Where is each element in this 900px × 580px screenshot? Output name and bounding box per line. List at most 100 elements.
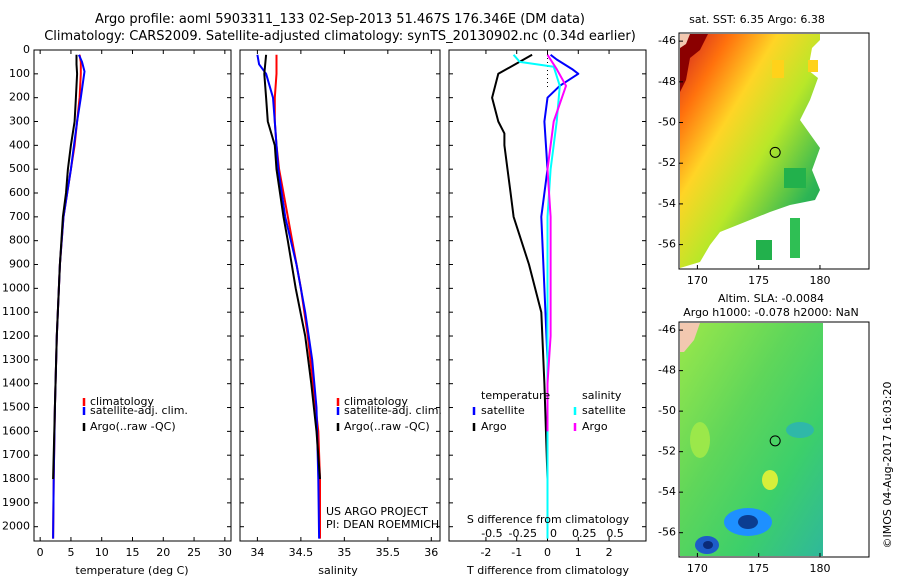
legend-climatology: climatology bbox=[344, 395, 408, 408]
x-tick-label: 30 bbox=[218, 546, 232, 559]
sla-map-axes: 170 175 180 -46 -48 -50 -52 -54 -56 bbox=[658, 323, 830, 575]
x-tick-label: 10 bbox=[95, 546, 109, 559]
y-tick-label: 2000 bbox=[2, 520, 30, 533]
legend-temp-argo: Argo bbox=[481, 420, 507, 433]
x2-tick-label: 0.5 bbox=[606, 527, 624, 540]
x-tick-label: 5 bbox=[67, 546, 74, 559]
x-tick-label: 1 bbox=[575, 546, 582, 559]
salinity-plot-frame bbox=[239, 49, 441, 542]
x2-tick-label: -0.25 bbox=[508, 527, 536, 540]
argo-location-marker bbox=[769, 146, 781, 158]
y-tick-label: 1300 bbox=[2, 353, 30, 366]
salinity-xlabel: salinity bbox=[318, 564, 358, 577]
x-tick-label: 15 bbox=[126, 546, 140, 559]
legend-salinity-title: salinity bbox=[582, 389, 622, 402]
map-y-tick-label: -50 bbox=[658, 404, 676, 417]
legend-climatology: climatology bbox=[90, 395, 154, 408]
y-tick-label: 200 bbox=[9, 91, 30, 104]
salinity-difference-xlabel: S difference from climatology bbox=[467, 513, 630, 526]
x-tick-label: 34 bbox=[250, 546, 264, 559]
series-line-argo-raw-qc- bbox=[263, 54, 321, 480]
x-tick-label: 25 bbox=[187, 546, 201, 559]
y-tick-label: 1700 bbox=[2, 448, 30, 461]
sla-map: Altim. SLA: -0.0084 Argo h1000: -0.078 h… bbox=[658, 292, 870, 575]
map-y-tick-label: -48 bbox=[658, 364, 676, 377]
legend-argo: Argo(..raw -QC) bbox=[344, 420, 430, 433]
map-y-tick-label: -52 bbox=[658, 445, 676, 458]
salinity-y-ticks bbox=[240, 49, 440, 528]
x-tick-label: 34.5 bbox=[289, 546, 314, 559]
series-line-satellite-adj-clim- bbox=[256, 54, 321, 539]
depth-axis: 0 100 200 300 400 500 600 700 800 900 1000 1100 1200… bbox=[2, 43, 231, 533]
sla-field bbox=[680, 323, 823, 556]
sst-field bbox=[680, 34, 820, 268]
sst-map-title: sat. SST: 6.35 Argo: 6.38 bbox=[689, 13, 825, 26]
map-x-tick-label: 180 bbox=[809, 562, 830, 575]
map-x-tick-label: 175 bbox=[748, 274, 769, 287]
y-tick-label: 800 bbox=[9, 234, 30, 247]
sla-map-subtitle: Argo h1000: -0.078 h2000: NaN bbox=[683, 306, 859, 319]
map-y-tick-label: -54 bbox=[658, 197, 676, 210]
map-x-tick-label: 175 bbox=[748, 562, 769, 575]
x-tick-label: -1 bbox=[511, 546, 522, 559]
map-y-tick-label: -56 bbox=[658, 238, 676, 251]
project-annotation: US ARGO PROJECT bbox=[326, 505, 428, 518]
y-tick-label: 700 bbox=[9, 210, 30, 223]
sst-map-axes: 170 175 180 -46 -48 -50 -52 -54 -56 bbox=[658, 34, 830, 287]
x-tick-label: 36 bbox=[424, 546, 438, 559]
temperature-difference-xlabel: T difference from climatology bbox=[466, 564, 629, 577]
temperature-panel: 0100200300400500600700800900100011001200… bbox=[2, 43, 232, 577]
series-line-argo-raw-qc- bbox=[52, 54, 79, 480]
salinity-series bbox=[256, 54, 321, 539]
temperature-legend: climatology satellite-adj. clim. Argo(..… bbox=[82, 395, 188, 433]
map-y-tick-label: -52 bbox=[658, 156, 676, 169]
x2-tick-label: 0 bbox=[550, 527, 557, 540]
x-tick-label: -2 bbox=[480, 546, 491, 559]
sst-map: sat. SST: 6.35 Argo: 6.38 170 175 180 -46 -4… bbox=[658, 13, 870, 287]
y-tick-label: 1400 bbox=[2, 377, 30, 390]
y-tick-label: 600 bbox=[9, 186, 30, 199]
map-x-tick-label: 170 bbox=[687, 562, 708, 575]
y-tick-label: 0 bbox=[23, 43, 30, 56]
chart-title-line2: Climatology: CARS2009. Satellite-adjuste… bbox=[44, 29, 636, 44]
y-tick-label: 900 bbox=[9, 258, 30, 271]
salinity-legend: climatology satellite-adj. clim. Argo(..… bbox=[336, 395, 442, 433]
legend-satellite: satellite-adj. clim. bbox=[90, 404, 188, 417]
difference-panel: -2 -1 0 1 2 -0.5 -0.25 0 0.25 0.5 temperature sa… bbox=[448, 49, 647, 577]
map-x-tick-label: 180 bbox=[809, 274, 830, 287]
y-tick-label: 1100 bbox=[2, 305, 30, 318]
map-y-tick-label: -46 bbox=[658, 34, 676, 47]
y-tick-label: 1000 bbox=[2, 281, 30, 294]
map-y-tick-label: -46 bbox=[658, 323, 676, 336]
x2-tick-label: -0.5 bbox=[481, 527, 502, 540]
map-y-tick-label: -48 bbox=[658, 75, 676, 88]
map-y-tick-label: -56 bbox=[658, 526, 676, 539]
x-tick-label: 2 bbox=[606, 546, 613, 559]
salinity-panel: 34 34.5 35 35.5 36 climatology satellite-adj… bbox=[239, 49, 442, 577]
difference-series bbox=[491, 53, 580, 539]
y-tick-label: 1800 bbox=[2, 472, 30, 485]
temperature-plot-frame bbox=[33, 49, 232, 542]
y-tick-label: 100 bbox=[9, 67, 30, 80]
chart-title-line1: Argo profile: aoml 5903311_133 02-Sep-20… bbox=[95, 12, 585, 27]
copyright-label: ©IMOS 04-Aug-2017 16:03:20 bbox=[881, 382, 894, 549]
difference-y-ticks bbox=[449, 49, 646, 528]
salinity-x-axis: 34 34.5 35 35.5 36 bbox=[250, 50, 438, 559]
salinity-difference-axis: -0.5 -0.25 0 0.25 0.5 bbox=[481, 50, 624, 540]
legend-satellite: satellite-adj. clim. bbox=[344, 404, 442, 417]
pi-annotation: PI: DEAN ROEMMICH bbox=[326, 518, 439, 531]
y-tick-label: 400 bbox=[9, 138, 30, 151]
difference-legend: temperature salinity satellite Argo sate… bbox=[472, 389, 626, 433]
y-tick-label: 1200 bbox=[2, 329, 30, 342]
x-tick-label: 0 bbox=[37, 546, 44, 559]
legend-sal-satellite: satellite bbox=[582, 404, 626, 417]
y-tick-label: 300 bbox=[9, 115, 30, 128]
x-tick-label: 20 bbox=[156, 546, 170, 559]
map-x-tick-label: 170 bbox=[687, 274, 708, 287]
x-tick-label: 0 bbox=[544, 546, 551, 559]
series-line-argo bbox=[491, 53, 549, 480]
x2-tick-label: 0.25 bbox=[572, 527, 597, 540]
series-line-argo bbox=[546, 54, 567, 432]
legend-temp-satellite: satellite bbox=[481, 404, 525, 417]
temperature-series bbox=[52, 54, 86, 539]
